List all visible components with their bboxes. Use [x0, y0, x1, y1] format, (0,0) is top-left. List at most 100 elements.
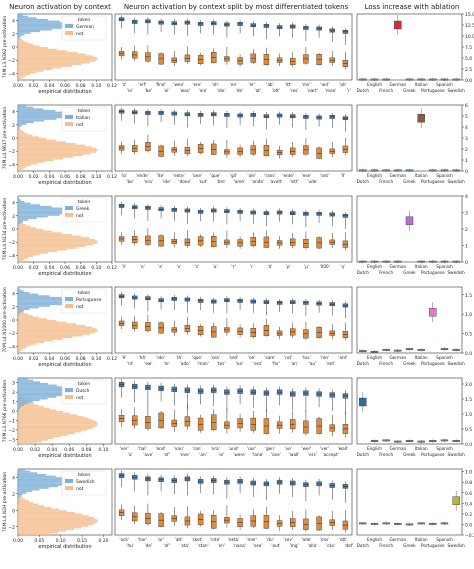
hist-bar-lang [18, 18, 48, 21]
token-label-bottom: 'man' [325, 88, 337, 93]
hist-bar-lang [18, 32, 31, 34]
hist-xtick-label: 0.04 [44, 356, 54, 362]
loss-ytick-label: 1.0 [465, 312, 472, 318]
hist-bar-not [18, 225, 31, 228]
hist-bar-lang [18, 124, 22, 127]
hist-bar-not [18, 245, 86, 248]
loss-box [452, 349, 460, 351]
hist-ytick-label: 4 [12, 19, 15, 25]
hist-bar-lang [18, 128, 19, 130]
token-label-top: 'ond' [155, 446, 165, 451]
hist-bar-lang [18, 220, 23, 223]
token-label-top: 've' [285, 446, 292, 451]
hist-bar-not [18, 169, 22, 171]
hist-bar-lang [18, 126, 20, 129]
hist-bar-lang [18, 482, 73, 484]
hist-bar-not [18, 45, 40, 47]
loss-language-label: Dutch [357, 270, 370, 275]
token-label-top: 'mer' [246, 537, 257, 542]
hist-bar-lang [18, 199, 21, 201]
hist-bar-not [18, 157, 64, 160]
hist-ytick-label: 1 [12, 400, 15, 406]
loss-box [452, 78, 460, 81]
hist-bar-not [18, 162, 38, 165]
token-label-bottom: 'wall' [289, 452, 300, 457]
hist-xtick-label: 0.00 [13, 356, 23, 362]
hist-ytick-label: −2 [8, 428, 15, 434]
hist-bar-lang [18, 311, 21, 314]
hist-bar-not [18, 339, 53, 342]
loss-box [405, 78, 414, 81]
hist-bar-lang [18, 306, 39, 309]
loss-ytick-label: 3 [465, 211, 468, 217]
hist-bar-not [18, 321, 67, 324]
loss-ytick-label: 0.6 [465, 491, 472, 497]
token-label-bottom: 'an' [199, 452, 207, 457]
hist-bar-not [18, 414, 77, 416]
token-label-top: 'hal' [138, 446, 147, 451]
hist-bar-lang [18, 477, 65, 479]
hist-ytick-label: 0 [12, 136, 15, 142]
loss-box [382, 78, 390, 81]
loss-language-label: Greek [403, 270, 416, 275]
hist-xtick-label: 0.06 [60, 83, 70, 89]
token-label-bottom: 'def' [344, 543, 353, 548]
hist-bar-not [18, 235, 82, 238]
hist-bar-lang [18, 14, 23, 16]
hist-bar-lang [18, 106, 34, 109]
loss-language-label: Portuguese [421, 361, 445, 366]
hist-xlabel: empirical distribution [38, 180, 91, 186]
token-label-top: 'wer' [301, 446, 311, 451]
loss-language-label: Swedish [448, 179, 466, 184]
hist-xlabel: empirical distribution [38, 544, 91, 550]
hist-bar-lang [18, 469, 26, 471]
hist-xtick-label: 0.00 [13, 447, 23, 453]
hist-bar-not [18, 55, 93, 57]
hist-bar-not [18, 151, 96, 153]
token-label-top: '000' [320, 264, 330, 269]
loss-box [452, 440, 460, 442]
hist-bar-not [18, 432, 75, 435]
loss-box [440, 260, 449, 263]
loss-box [370, 78, 379, 81]
token-label-bottom: 'stan' [197, 543, 208, 548]
hist-bar-lang [18, 310, 24, 312]
hist-bar-lang [18, 33, 25, 36]
token-label-bottom: 'de' [145, 543, 153, 548]
hist-bar-lang [18, 290, 24, 292]
token-label-bottom: 'eve' [180, 452, 190, 457]
hist-bar-not [18, 229, 44, 231]
hist-bar-not [18, 336, 73, 339]
loss-ytick-label: 0.8 [465, 480, 472, 486]
loss-language-label: Spanish [436, 173, 453, 178]
hist-bar-not [18, 60, 96, 62]
hist-bar-not [18, 248, 68, 251]
loss-language-label: Dutch [357, 452, 370, 457]
hist-bar-not [18, 323, 77, 325]
token-label-top: 'que' [192, 355, 202, 360]
hist-ytick-label: −4 [8, 71, 15, 77]
hist-bar-not [18, 242, 97, 244]
loss-language-label: Swedish [448, 88, 466, 93]
hist-bar-not [18, 523, 94, 526]
legend-label-not: not [76, 304, 84, 310]
token-label-bottom: 'nn' [217, 543, 225, 548]
hist-bar-lang [18, 215, 48, 218]
hist-bar-not [18, 71, 37, 74]
hist-bar-lang [18, 123, 27, 125]
hist-bar-not [18, 502, 34, 504]
hist-bar-not [18, 76, 24, 79]
hist-bar-lang [18, 114, 74, 117]
hist-ytick-label: 4 [12, 475, 15, 481]
hist-bar-lang [18, 27, 64, 29]
hist-bar-not [18, 508, 59, 511]
legend-box [61, 288, 107, 314]
hist-bar-lang [18, 378, 28, 380]
hist-bar-lang [18, 197, 20, 200]
token-label-top: 'van' [174, 446, 184, 451]
hist-bar-lang [18, 222, 21, 225]
hist-bar-not [18, 511, 75, 514]
loss-language-label: German [389, 446, 406, 451]
hist-bar-lang [18, 17, 37, 19]
